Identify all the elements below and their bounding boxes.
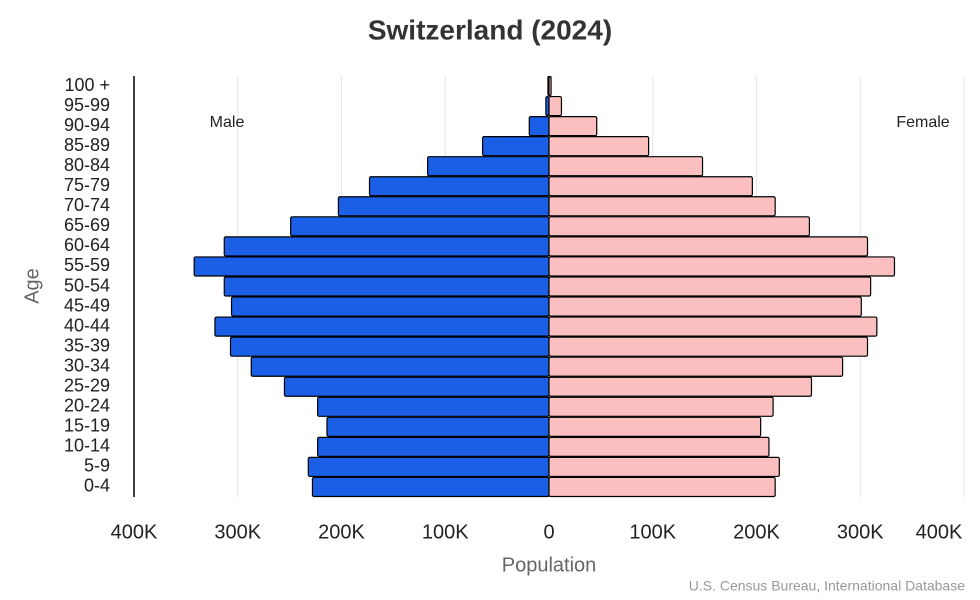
- bar: [307, 456, 550, 478]
- bar: [337, 196, 550, 217]
- x-tick-label: 400K: [111, 521, 158, 543]
- bar: [548, 176, 753, 197]
- x-tick-label: 100K: [629, 521, 676, 543]
- bar: [283, 376, 550, 397]
- bar: [548, 336, 869, 357]
- bar: [230, 296, 550, 317]
- bar: [548, 316, 878, 337]
- bar: [223, 276, 550, 297]
- y-tick-label: 50-54: [64, 275, 110, 295]
- bar: [482, 136, 550, 157]
- bar: [548, 396, 774, 417]
- bar: [548, 236, 869, 257]
- bar: [548, 416, 762, 437]
- y-tick-label: 95-99: [64, 95, 110, 115]
- bar: [311, 476, 550, 498]
- x-tick-label: 200K: [733, 521, 780, 543]
- x-tick-label: 200K: [318, 521, 365, 543]
- y-tick-label: 20-24: [64, 396, 110, 416]
- bar: [548, 136, 650, 157]
- y-tick-label: 55-59: [64, 255, 110, 275]
- bar: [548, 196, 776, 217]
- bar: [548, 376, 813, 397]
- x-axis-title: Population: [502, 554, 597, 576]
- bar: [223, 236, 550, 257]
- bar: [368, 176, 550, 197]
- bar: [317, 436, 550, 458]
- bar: [326, 416, 550, 437]
- y-axis-title: Age: [21, 268, 43, 304]
- y-tick-label: 65-69: [64, 215, 110, 235]
- bar: [528, 115, 550, 137]
- bar: [548, 476, 776, 498]
- x-tick-label: 300K: [837, 521, 884, 543]
- y-tick-label: 5-9: [84, 456, 110, 476]
- x-tick-label: 300K: [214, 521, 261, 543]
- y-tick-label: 15-19: [64, 416, 110, 436]
- bar: [548, 296, 862, 317]
- y-tick-label: 25-29: [64, 375, 110, 395]
- bar: [548, 75, 552, 97]
- bar: [548, 156, 704, 177]
- bar: [548, 115, 598, 137]
- bar: [193, 256, 550, 277]
- bar: [290, 216, 550, 237]
- bar: [427, 156, 550, 177]
- y-tick-label: 80-84: [64, 155, 110, 175]
- bar: [214, 316, 550, 337]
- bar: [250, 356, 550, 377]
- chart-title: Switzerland (2024): [368, 14, 612, 45]
- legend-label: Male: [210, 114, 245, 131]
- y-tick-label: 40-44: [64, 315, 110, 335]
- y-tick-label: 30-34: [64, 355, 110, 375]
- legend-label: Female: [896, 114, 949, 131]
- bar: [548, 256, 896, 277]
- x-tick-label: 400K: [916, 521, 963, 543]
- source-note: U.S. Census Bureau, International Databa…: [689, 578, 965, 594]
- bar: [317, 396, 550, 417]
- bar: [548, 356, 844, 377]
- y-tick-label: 60-64: [64, 235, 110, 255]
- y-tick-label: 0-4: [84, 476, 110, 496]
- bar: [548, 95, 563, 117]
- y-tick-label: 85-89: [64, 135, 110, 155]
- x-tick-label: 100K: [422, 521, 469, 543]
- bar: [229, 336, 550, 357]
- x-tick-label: 0: [543, 521, 554, 543]
- bar: [548, 436, 770, 458]
- y-tick-label: 75-79: [64, 175, 110, 195]
- y-tick-label: 35-39: [64, 335, 110, 355]
- y-tick-label: 45-49: [64, 295, 110, 315]
- y-tick-label: 70-74: [64, 195, 110, 215]
- y-tick-label: 90-94: [64, 115, 110, 135]
- bar: [548, 456, 780, 478]
- y-tick-label: 100 +: [64, 75, 110, 95]
- y-tick-label: 10-14: [64, 436, 110, 456]
- bar: [548, 216, 811, 237]
- bar: [548, 276, 872, 297]
